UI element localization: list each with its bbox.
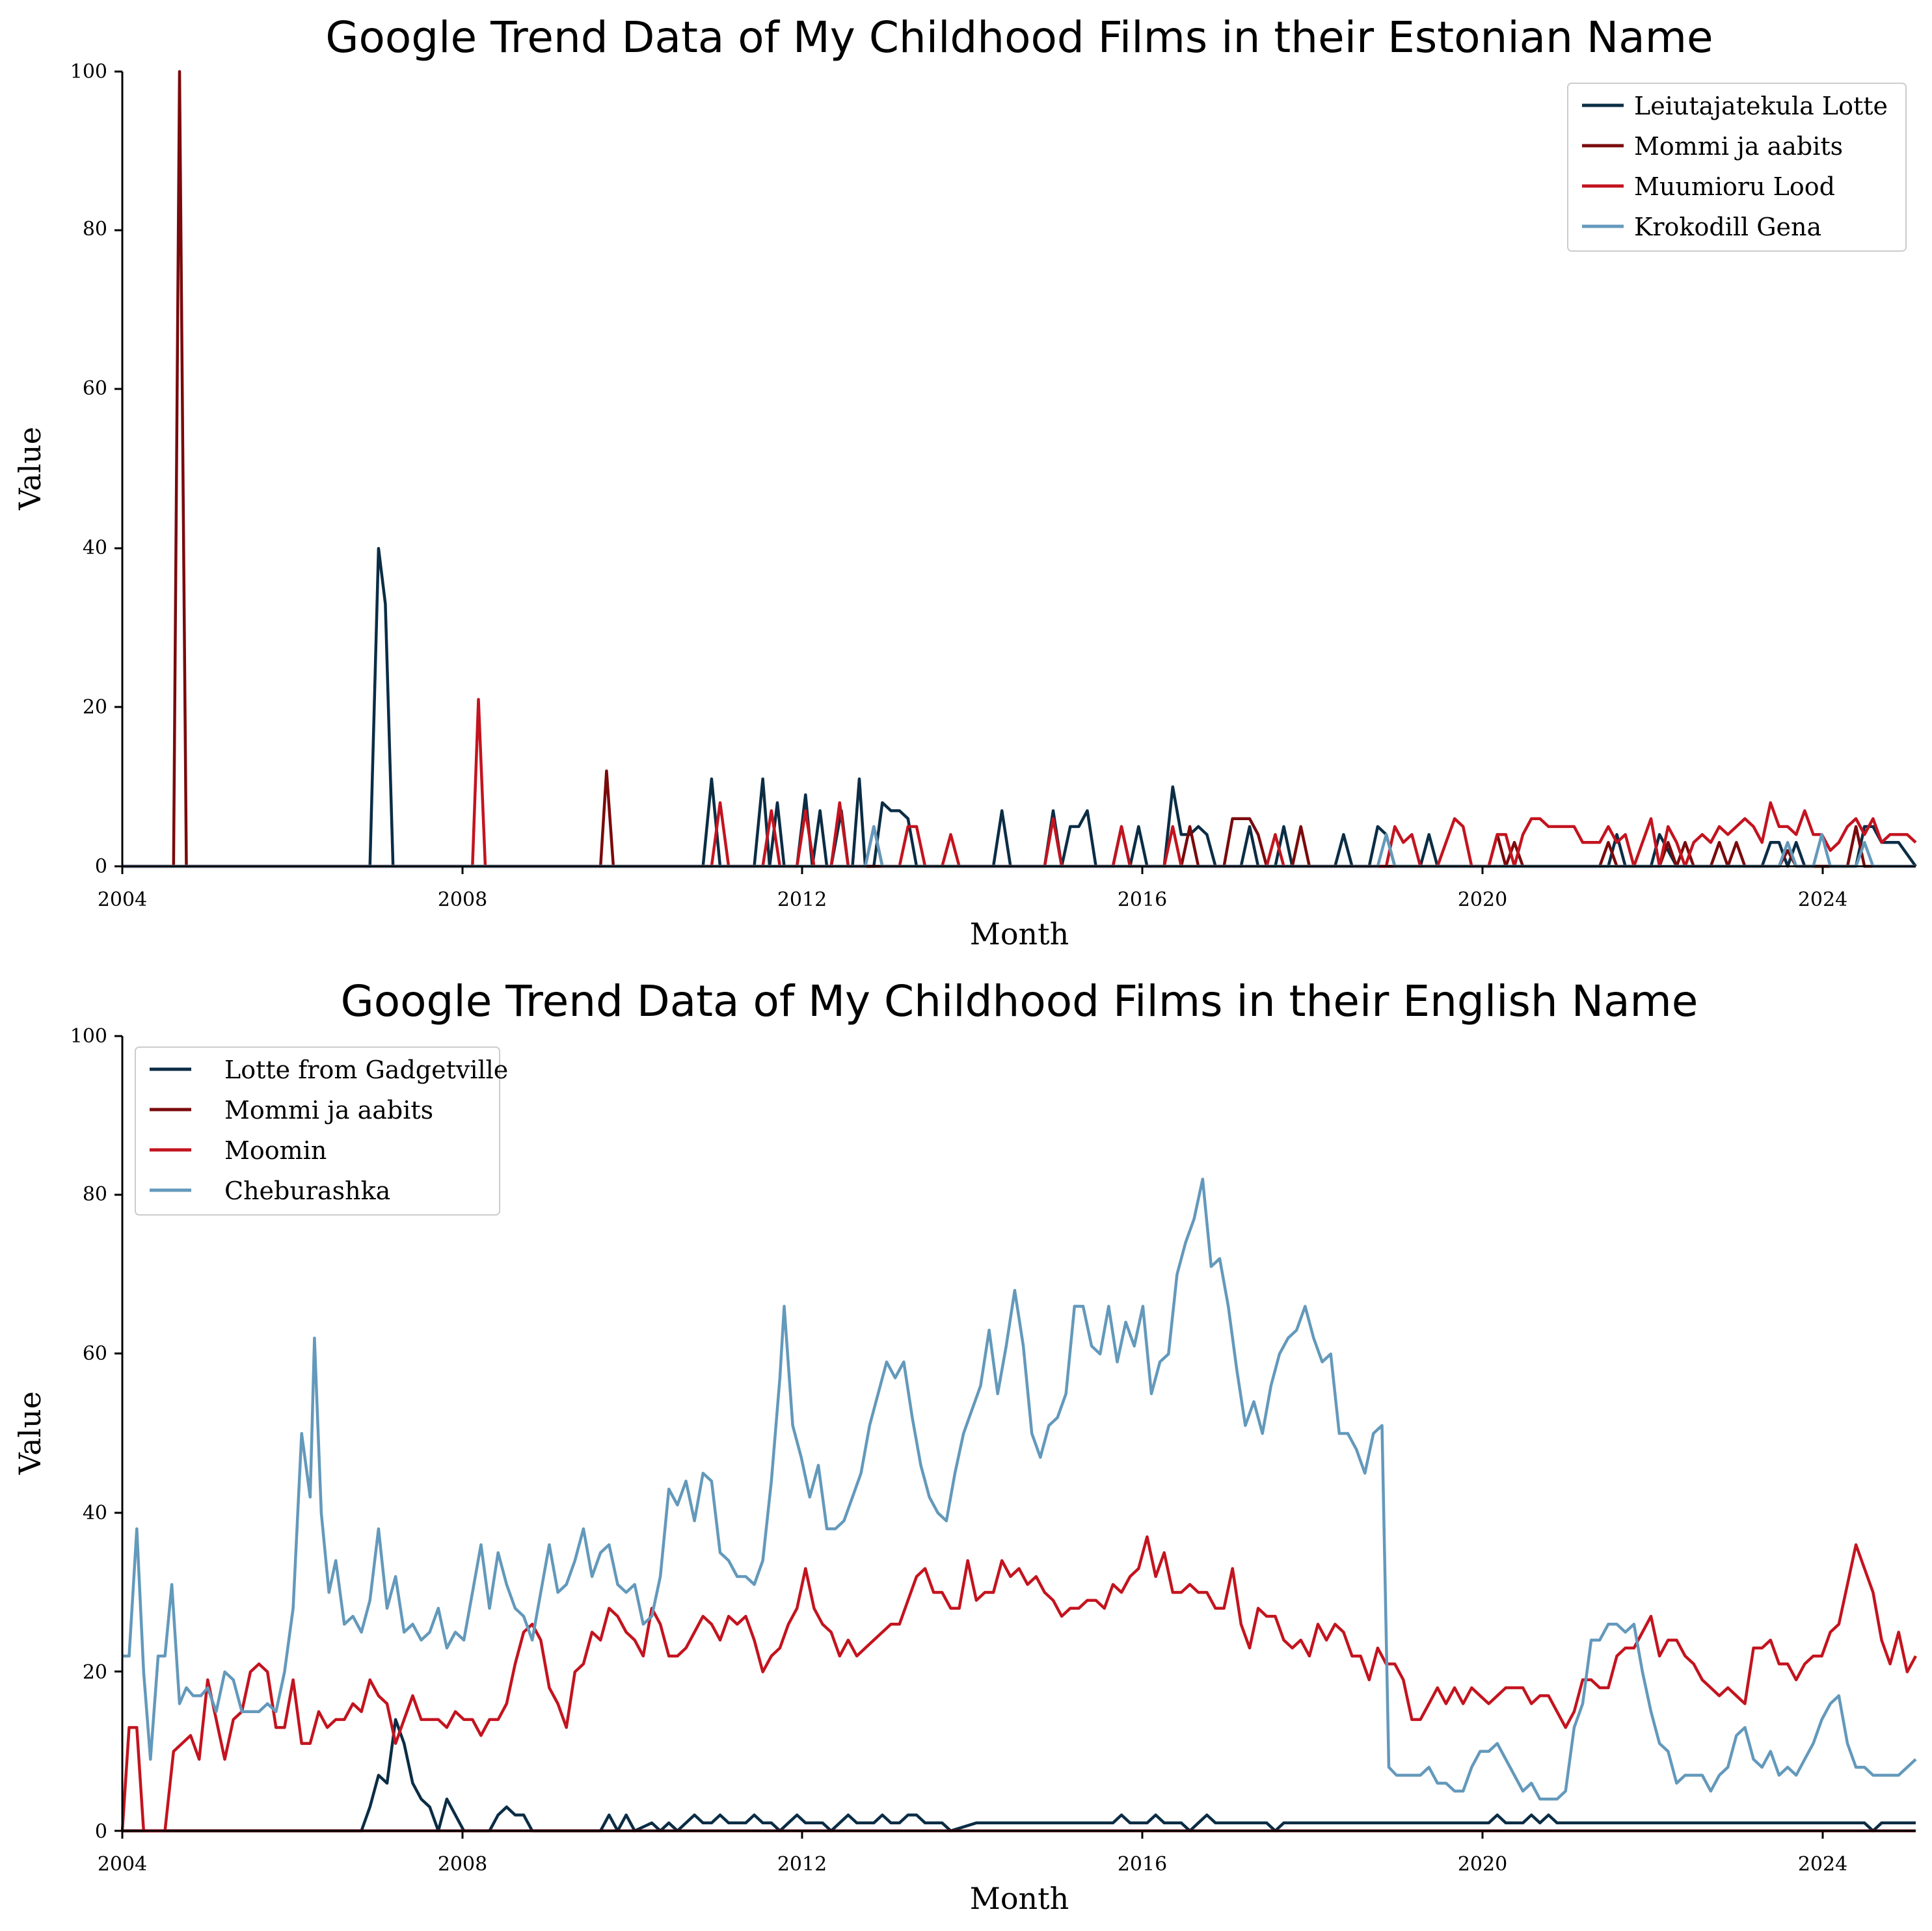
chart-title: Google Trend Data of My Childhood Films … (325, 12, 1713, 62)
y-axis-label: Value (12, 427, 47, 511)
x-tick-label: 2004 (98, 888, 147, 911)
legend-label: Mommi ja aabits (1634, 132, 1843, 161)
x-tick-labels: 2004 2008 2012 2016 2020 2024 (98, 888, 1847, 911)
legend-label: Krokodill Gena (1634, 213, 1821, 241)
y-tick-label: 0 (95, 855, 107, 878)
x-tick-label: 2016 (1118, 1853, 1167, 1876)
x-axis-label: Month (970, 1881, 1069, 1916)
x-tick-labels: 2004 2008 2012 2016 2020 2024 (98, 1853, 1847, 1876)
legend-box (1567, 83, 1907, 252)
y-tick-label: 40 (83, 537, 107, 559)
x-tick-label: 2020 (1458, 1853, 1507, 1876)
legend: Lotte from Gadgetville Mommi ja aabits M… (135, 1046, 508, 1216)
y-tick-label: 80 (83, 1183, 107, 1206)
y-tick-label: 20 (83, 696, 107, 719)
y-tick-label: 0 (95, 1820, 107, 1843)
y-tick-label: 100 (70, 60, 107, 83)
legend-label: Leiutajatekula Lotte (1634, 92, 1888, 120)
x-axis-label: Month (970, 916, 1069, 952)
series-line-krokodill-gena (122, 825, 1916, 868)
tick-marks (114, 70, 1824, 874)
chart-estonian: Google Trend Data of My Childhood Films … (12, 12, 1917, 952)
x-tick-label: 2024 (1798, 888, 1847, 911)
y-tick-label: 20 (83, 1661, 107, 1684)
legend-label: Mommi ja aabits (224, 1096, 433, 1125)
tick-marks (114, 1035, 1824, 1839)
chart-english: Google Trend Data of My Childhood Films … (12, 976, 1917, 1916)
legend-label: Moomin (224, 1136, 327, 1165)
y-tick-label: 40 (83, 1502, 107, 1525)
y-tick-labels: 0 20 40 60 80 100 (70, 60, 107, 878)
y-tick-label: 100 (70, 1025, 107, 1048)
series-line-cheburashka (122, 1177, 1917, 1801)
x-tick-label: 2012 (777, 1853, 827, 1876)
y-tick-label: 60 (83, 1342, 107, 1365)
x-tick-label: 2012 (777, 888, 827, 911)
x-tick-label: 2004 (98, 1853, 147, 1876)
y-axis-label: Value (12, 1391, 47, 1475)
legend-label: Lotte from Gadgetville (224, 1056, 508, 1084)
legend-label: Muumioru Lood (1634, 172, 1835, 201)
x-tick-label: 2008 (438, 888, 487, 911)
legend-label: Cheburashka (224, 1177, 390, 1205)
y-tick-label: 80 (83, 218, 107, 241)
x-tick-label: 2016 (1118, 888, 1167, 911)
legend: Leiutajatekula Lotte Mommi ja aabits Muu… (1567, 83, 1907, 252)
y-tick-label: 60 (83, 377, 107, 400)
x-tick-label: 2008 (438, 1853, 487, 1876)
series-line-moomin (120, 1535, 1917, 1833)
series-line-lotte-from-gadgetville (122, 1718, 1916, 1833)
y-tick-labels: 0 20 40 60 80 100 (70, 1025, 107, 1843)
x-tick-label: 2020 (1458, 888, 1507, 911)
legend-box (135, 1046, 500, 1216)
x-tick-label: 2024 (1798, 1853, 1847, 1876)
chart-title: Google Trend Data of My Childhood Films … (341, 976, 1698, 1026)
